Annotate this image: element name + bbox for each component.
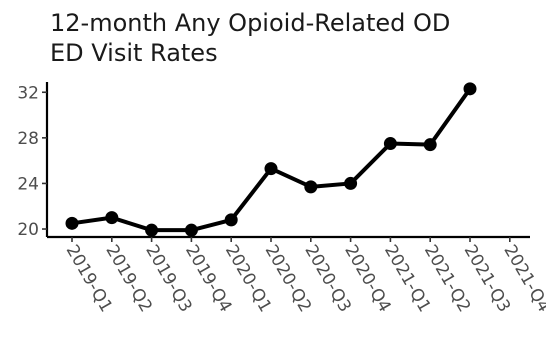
series-line	[71, 87, 472, 233]
y-tick-label: 32	[17, 83, 39, 103]
y-tick-label: 24	[17, 174, 39, 194]
y-axis: 20 24 28 32	[17, 82, 49, 240]
data-point	[65, 216, 79, 230]
data-point	[304, 180, 318, 194]
chart-title-line-1: 12-month Any Opioid-Related OD	[50, 9, 451, 37]
data-point	[463, 82, 477, 96]
y-tick-label: 28	[17, 129, 39, 149]
data-point	[184, 223, 198, 237]
chart-title: 12-month Any Opioid-Related OD ED Visit …	[50, 8, 540, 68]
data-point	[264, 162, 278, 176]
data-point	[344, 176, 358, 190]
y-tick-label: 20	[17, 220, 39, 240]
data-point	[105, 211, 119, 225]
data-point	[383, 137, 397, 151]
data-point	[224, 213, 238, 227]
data-point	[145, 223, 159, 237]
data-point	[423, 138, 437, 152]
series-layer	[65, 82, 477, 237]
x-axis: 2019-Q12019-Q22019-Q32019-Q42020-Q12020-…	[47, 235, 546, 316]
chart-title-line-2: ED Visit Rates	[50, 39, 218, 67]
